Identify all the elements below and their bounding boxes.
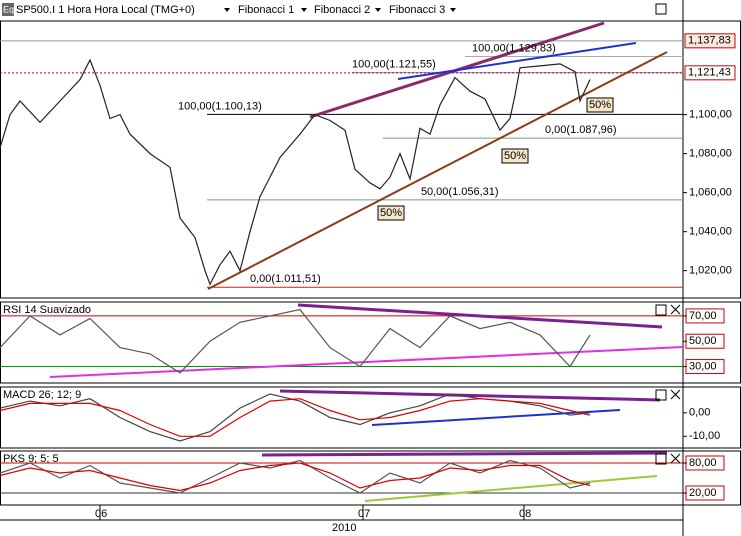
menu[interactable]: Fibonacci 3 <box>389 4 445 16</box>
fib-mark: 50% <box>380 207 402 219</box>
fib-prefix: 5 <box>421 186 427 198</box>
y-tick-label: 80,00 <box>689 457 717 469</box>
y-tick-label: 0,00 <box>689 407 710 419</box>
tick-box <box>685 333 725 349</box>
series-line <box>0 462 591 492</box>
series-line <box>0 398 591 437</box>
price-marker-box <box>684 65 736 81</box>
y-tick-label: 1,100,00 <box>689 109 732 121</box>
y-tick-label: 1,040,00 <box>689 226 732 238</box>
fib-label: 0,00(1.087,96) <box>545 124 617 136</box>
trend-line <box>49 346 684 378</box>
menu[interactable]: Fibonacci 2 <box>314 4 370 16</box>
window-button[interactable] <box>655 304 667 316</box>
trend-line <box>207 51 668 290</box>
x-tick-label: 07 <box>358 508 370 520</box>
price-marker-label: 1,121,43 <box>688 67 731 79</box>
window-button[interactable] <box>655 3 667 15</box>
tick-box <box>685 359 725 375</box>
tick-box <box>685 485 725 501</box>
tick-box <box>685 455 725 471</box>
x-year-label: 2010 <box>332 522 356 534</box>
x-tick-label: 06 <box>95 508 107 520</box>
tick-box <box>685 308 725 324</box>
close-button[interactable] <box>670 453 681 464</box>
series-line <box>0 308 591 374</box>
y-tick-label: 30,00 <box>689 360 717 372</box>
series-line <box>0 459 591 494</box>
y-tick-label: 70,00 <box>689 310 717 322</box>
trend-line <box>297 303 663 329</box>
fib-label: 0,00(1.056,31) <box>427 186 499 198</box>
trend-line <box>261 451 668 457</box>
y-tick-label: 50,00 <box>689 335 717 347</box>
fib-mark-box <box>586 97 614 113</box>
panel-title: RSI 14 Suavizado <box>3 304 91 316</box>
fib-mark: 50% <box>504 150 526 162</box>
fib-label: 100,00(1.100,13) <box>178 100 262 112</box>
trend-line <box>397 42 637 80</box>
chart-title[interactable]: SP500.I 1 Hora Hora Local (TMG+0) <box>16 4 195 16</box>
y-tick-label: 1,080,00 <box>689 148 732 160</box>
price-marker-label: 1,137,83 <box>688 35 731 47</box>
close-button[interactable] <box>670 304 681 315</box>
trend-line <box>279 389 661 402</box>
y-tick-label: 1,060,00 <box>689 187 732 199</box>
close-button[interactable] <box>670 389 681 400</box>
fib-label: 100,00(1.129,83) <box>472 42 556 54</box>
y-tick-label: 20,00 <box>689 487 717 499</box>
panel-title: MACD 26; 12; 9 <box>3 389 81 401</box>
fib-mark-box <box>377 205 405 221</box>
fib-mark-box <box>501 148 529 164</box>
fib-label: 100,00(1.121,55) <box>352 59 436 71</box>
trend-line <box>364 475 658 502</box>
x-tick-label: 08 <box>519 508 531 520</box>
price-marker-box <box>684 33 736 49</box>
fib-label: 0,00(1.011,51) <box>250 273 321 285</box>
trend-lines <box>49 21 684 502</box>
panel-title: PKS 9; 5; 5 <box>3 453 59 465</box>
window-button[interactable] <box>655 389 667 401</box>
series-line <box>0 58 591 286</box>
y-tick-label: -10,00 <box>689 430 720 442</box>
window-button[interactable] <box>655 453 667 465</box>
y-tick-label: 1,020,00 <box>689 265 732 277</box>
icon: Eq <box>3 4 14 14</box>
menu[interactable]: Fibonacci 1 <box>238 4 294 16</box>
icon-box <box>2 3 14 16</box>
fib-mark: 50% <box>589 99 611 111</box>
